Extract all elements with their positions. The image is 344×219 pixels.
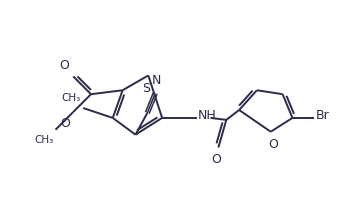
Text: O: O: [212, 154, 222, 166]
Text: S: S: [142, 82, 150, 95]
Text: O: O: [60, 60, 69, 72]
Text: CH₃: CH₃: [34, 135, 54, 145]
Text: NH: NH: [198, 110, 216, 122]
Text: Br: Br: [316, 110, 330, 122]
Text: O: O: [61, 117, 70, 130]
Text: O: O: [268, 138, 278, 151]
Text: CH₃: CH₃: [61, 93, 80, 103]
Text: N: N: [151, 74, 161, 87]
